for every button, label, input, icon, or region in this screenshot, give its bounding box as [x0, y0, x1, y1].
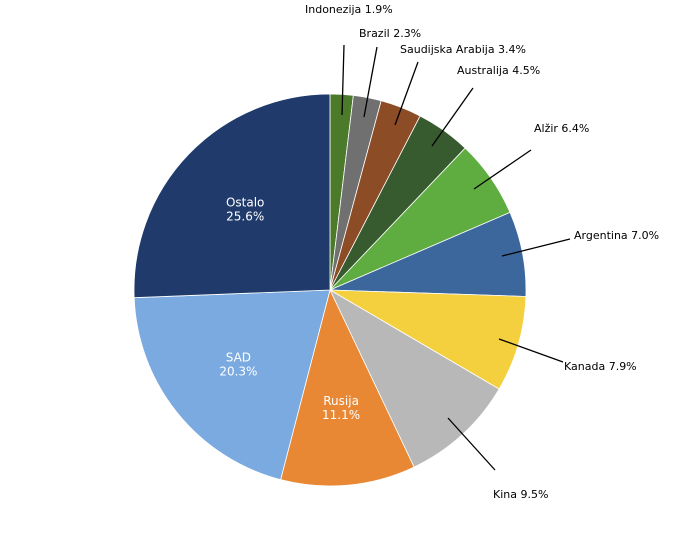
pie-slices: [133, 93, 527, 487]
slice-label: Argentina 7.0%: [574, 229, 659, 242]
pie-slice-rusija: [280, 288, 415, 487]
slice-label: Australija 4.5%: [457, 64, 540, 77]
slice-label: Alžir 6.4%: [534, 122, 589, 135]
leader-line: [341, 44, 345, 116]
leader-line: [501, 238, 571, 257]
slice-labels: Indonezija 1.9% Brazil 2.3% Saudijska Arab…: [219, 3, 659, 501]
slice-label: Indonezija 1.9%: [305, 3, 393, 16]
slice-label: Brazil 2.3%: [359, 27, 421, 40]
slice-label: Kanada 7.9%: [564, 360, 637, 373]
slice-label-percent: 20.3%: [219, 365, 257, 379]
slice-label-name: SAD: [226, 351, 251, 365]
slice-label-name: Rusija: [323, 394, 359, 408]
leader-line: [394, 61, 419, 126]
leader-line: [431, 87, 474, 147]
slice-label-percent: 11.1%: [322, 408, 360, 422]
pie-slice-ostalo: [133, 93, 331, 299]
leader-line: [447, 417, 496, 471]
slice-label-name: Ostalo: [226, 196, 264, 210]
pie-slice-sad: [133, 289, 331, 481]
leader-lines: [341, 44, 571, 471]
slice-label: Saudijska Arabija 3.4%: [400, 43, 526, 56]
leader-line: [363, 46, 378, 118]
slice-label: Kina 9.5%: [493, 488, 548, 501]
leader-line: [498, 338, 564, 363]
pie-slice-kanada: [329, 289, 527, 390]
leader-line: [473, 149, 532, 190]
slice-label-percent: 25.6%: [226, 210, 264, 224]
